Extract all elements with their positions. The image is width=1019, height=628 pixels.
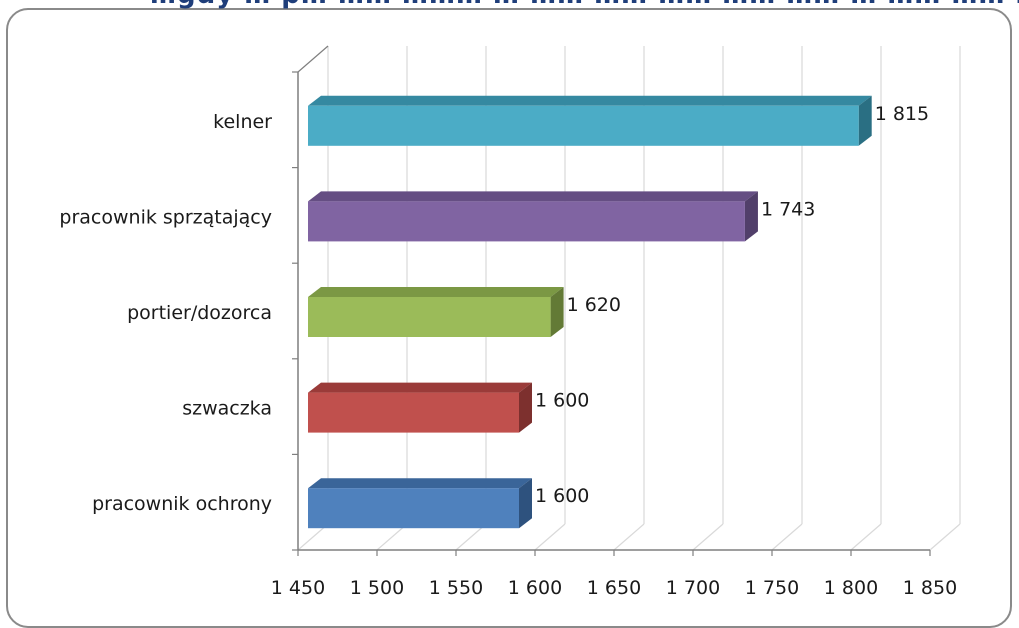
bar-side-face (550, 287, 564, 337)
x-tick-label: 1 700 (666, 577, 720, 599)
category-label: pracownik ochrony (92, 493, 272, 515)
x-tick-label: 1 650 (587, 577, 641, 599)
bar-side-face (519, 382, 532, 433)
category-label: portier/dozorca (127, 302, 272, 324)
category-label: pracownik sprzątający (59, 206, 272, 228)
x-tick-label: 1 800 (824, 577, 878, 599)
x-tick-label: 1 750 (745, 577, 799, 599)
y-axis-depth-line (297, 45, 329, 73)
bar (308, 392, 519, 433)
chart-title-fragment: …gdy … p… …… ……… … …… …… …… …… …… … …… …… (0, 0, 1019, 14)
bar (308, 297, 551, 337)
data-label: 1 600 (535, 390, 589, 412)
bar-side-face (519, 478, 532, 529)
bar-side-face (744, 191, 758, 242)
data-label: 1 620 (567, 294, 621, 316)
x-tick-label: 1 450 (271, 577, 325, 599)
bar (308, 488, 519, 529)
x-tick-label: 1 550 (429, 577, 483, 599)
bar-side-face (858, 95, 872, 146)
category-label: kelner (213, 111, 272, 133)
floor-gridline (850, 523, 882, 551)
category-label: szwaczka (182, 398, 272, 420)
bar-top-face (308, 287, 564, 297)
bar (308, 201, 745, 242)
bar-top-face (308, 478, 532, 489)
bar-top-face (308, 382, 532, 393)
floor-gridline (297, 523, 329, 551)
floor-gridline (613, 523, 645, 551)
floor-gridline (692, 523, 724, 551)
floor-gridline (771, 523, 803, 551)
floor-gridline (929, 523, 961, 551)
data-label: 1 815 (875, 103, 929, 125)
x-tick-label: 1 500 (350, 577, 404, 599)
data-label: 1 743 (761, 198, 815, 220)
floor-gridline (376, 523, 408, 551)
bar-top-face (308, 95, 872, 106)
data-label: 1 600 (535, 485, 589, 507)
bar (308, 105, 859, 146)
bar-top-face (308, 191, 758, 202)
floor-gridline (534, 523, 566, 551)
x-tick-label: 1 600 (508, 577, 562, 599)
x-tick-label: 1 850 (903, 577, 957, 599)
floor-gridline (455, 523, 487, 551)
